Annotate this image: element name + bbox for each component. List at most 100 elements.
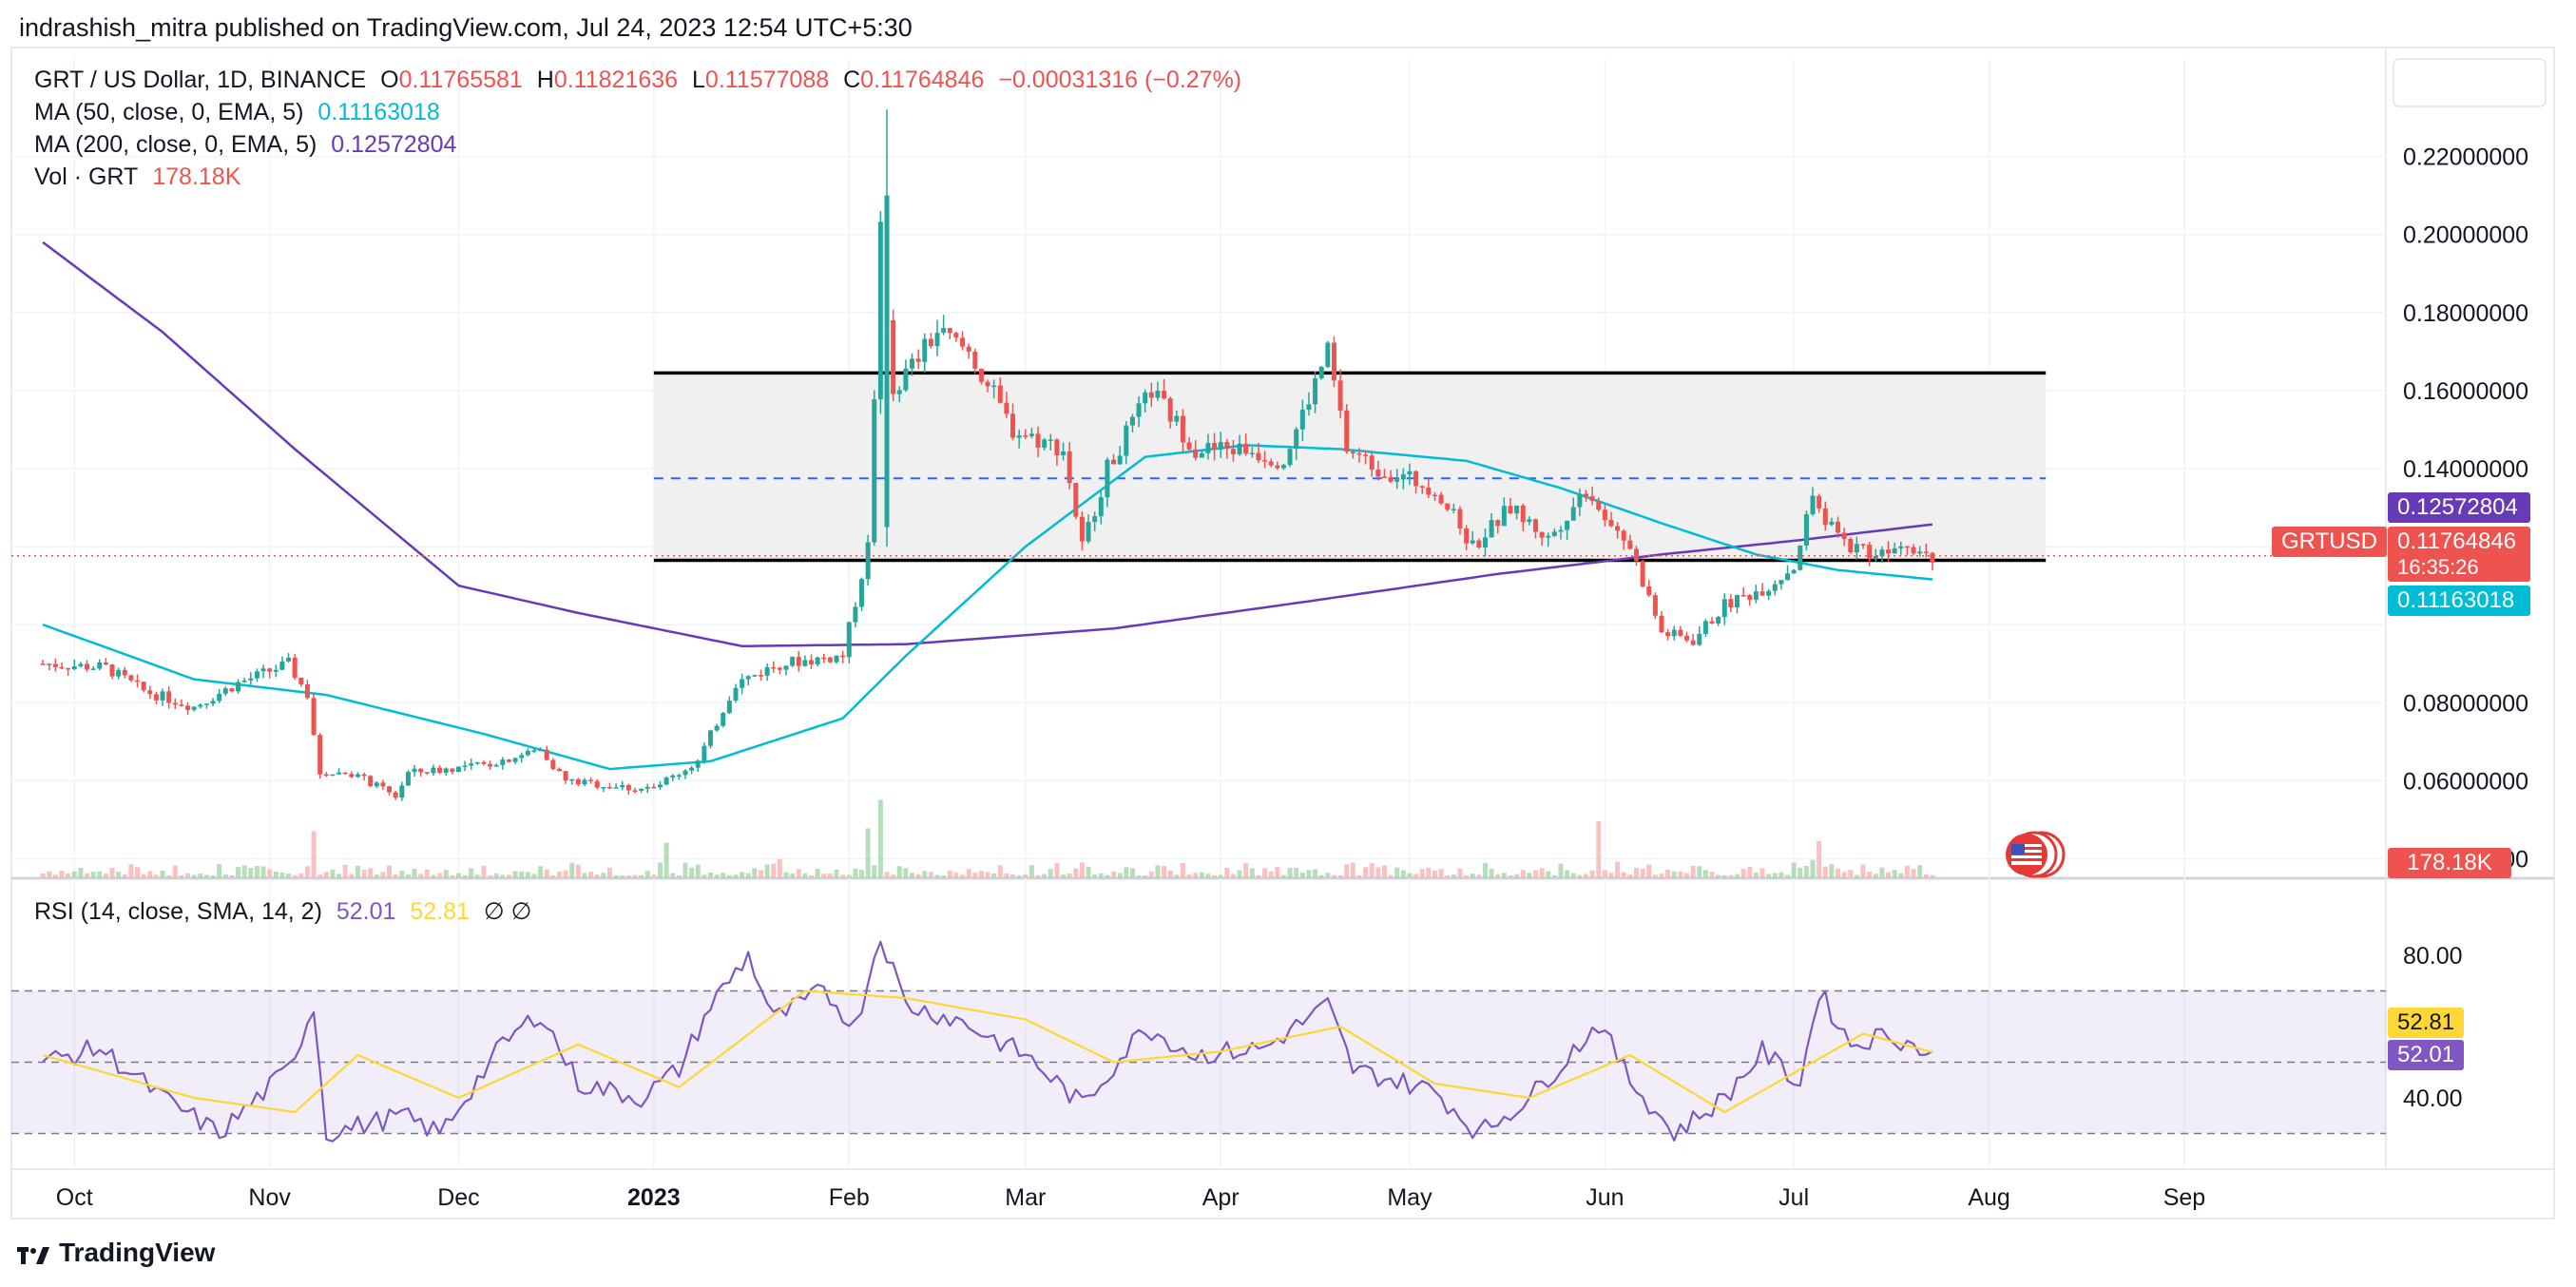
candle-body [1010,413,1016,438]
candle-body [1426,487,1432,495]
ma200-legend[interactable]: MA (200, close, 0, EMA, 5) 0.12572804 [34,131,464,159]
volume-bar [1218,874,1223,878]
volume-bar [254,866,260,878]
events-flag-icon[interactable] [2006,831,2066,878]
volume-bar [217,863,222,878]
volume-bar [47,871,52,878]
volume-bar [1532,870,1538,878]
volume-bar [821,874,827,878]
volume-bar [1829,864,1835,878]
candle-body [985,381,990,387]
candle-body [1356,452,1362,455]
volume-bar [726,874,732,878]
volume-bar [1671,871,1677,878]
candle-body [1803,513,1809,546]
volume-bar [896,866,902,878]
volume-bar [1111,871,1117,878]
candle-body [1508,506,1513,514]
candle-body [872,399,877,543]
candle-body [185,705,191,710]
volume-bar [78,868,84,878]
candle-body [1381,476,1387,478]
candle-body [1375,470,1381,477]
candle-body [1558,529,1564,532]
volume-bar [1470,874,1475,878]
candle-body [1162,391,1167,399]
candle-body [1249,452,1255,455]
candle-body [279,661,285,670]
volume-bar [355,865,360,878]
volume-bar [556,872,562,878]
ma50-price-tag: 0.11163018 [2388,586,2530,616]
candle-body [1817,495,1822,509]
candle-body [783,665,789,670]
volume-bar [361,870,367,878]
candle-body [1167,398,1173,422]
volume-bar [1892,870,1897,878]
scale-settings-button[interactable] [2393,58,2547,107]
symbol-name[interactable]: GRT / US Dollar, 1D, BINANCE [34,67,367,93]
volume-bar [330,869,336,878]
candle-body [1457,509,1463,529]
publisher-header: indrashish_mitra published on TradingVie… [19,13,913,42]
candle-body [1791,569,1797,574]
candle-body [399,785,405,798]
time-axis-label: Dec [437,1184,479,1211]
ma200-label: MA (200, close, 0, EMA, 5) [34,131,317,158]
volume-bar [790,874,796,878]
volume-bar [1023,874,1028,878]
volume-bar [166,874,172,878]
volume-bar [538,866,544,878]
volume-bar [582,873,587,878]
volume-bar [424,869,430,878]
volume-bar [1546,871,1551,878]
candle-body [1432,494,1437,497]
candle-body [707,730,713,746]
candle-body [1740,595,1746,597]
candle-body [1451,509,1456,511]
close-label: C [843,67,861,93]
volume-bar [682,862,688,878]
tradingview-footer[interactable]: TradingView [17,1238,215,1268]
candle-body [575,778,581,785]
candle-body [1634,548,1640,562]
candle-body [380,782,386,787]
volume-legend[interactable]: Vol · GRT 178.18K [34,163,248,191]
candle-body [726,701,732,714]
candle-body [651,786,657,789]
candle-body [1476,540,1482,547]
candle-body [500,759,506,765]
candle-body [330,774,336,777]
rsi-legend[interactable]: RSI (14, close, SMA, 14, 2) 52.01 52.81 … [34,897,539,926]
candle-body [116,669,122,677]
candle-body [1785,573,1791,581]
candle-body [506,759,511,762]
volume-bar [1445,874,1451,878]
candle-body [141,682,146,691]
volume-bar [399,870,405,878]
candle-body [236,682,241,692]
candle-body [682,770,688,776]
close-value: 0.11764846 [860,67,985,93]
volume-bar [872,865,877,878]
volume-bar [721,873,726,878]
volume-bar [1369,863,1375,878]
ma50-legend[interactable]: MA (50, close, 0, EMA, 5) 0.11163018 [34,99,448,126]
candle-body [304,683,310,699]
volume-bar [1262,868,1268,878]
candle-body [66,667,71,670]
volume-bar [103,874,108,878]
candle-body [1148,392,1154,398]
volume-bar [771,863,777,878]
candle-body [1136,403,1142,417]
candle-body [1608,520,1614,527]
candle-body [846,622,852,658]
ma200-value: 0.12572804 [331,131,457,158]
volume-bar [1016,874,1022,878]
candle-body [758,675,763,677]
volume-bar [203,874,209,878]
volume-bar [1073,868,1079,878]
volume-bar [1457,868,1463,878]
candle-body [153,694,159,701]
